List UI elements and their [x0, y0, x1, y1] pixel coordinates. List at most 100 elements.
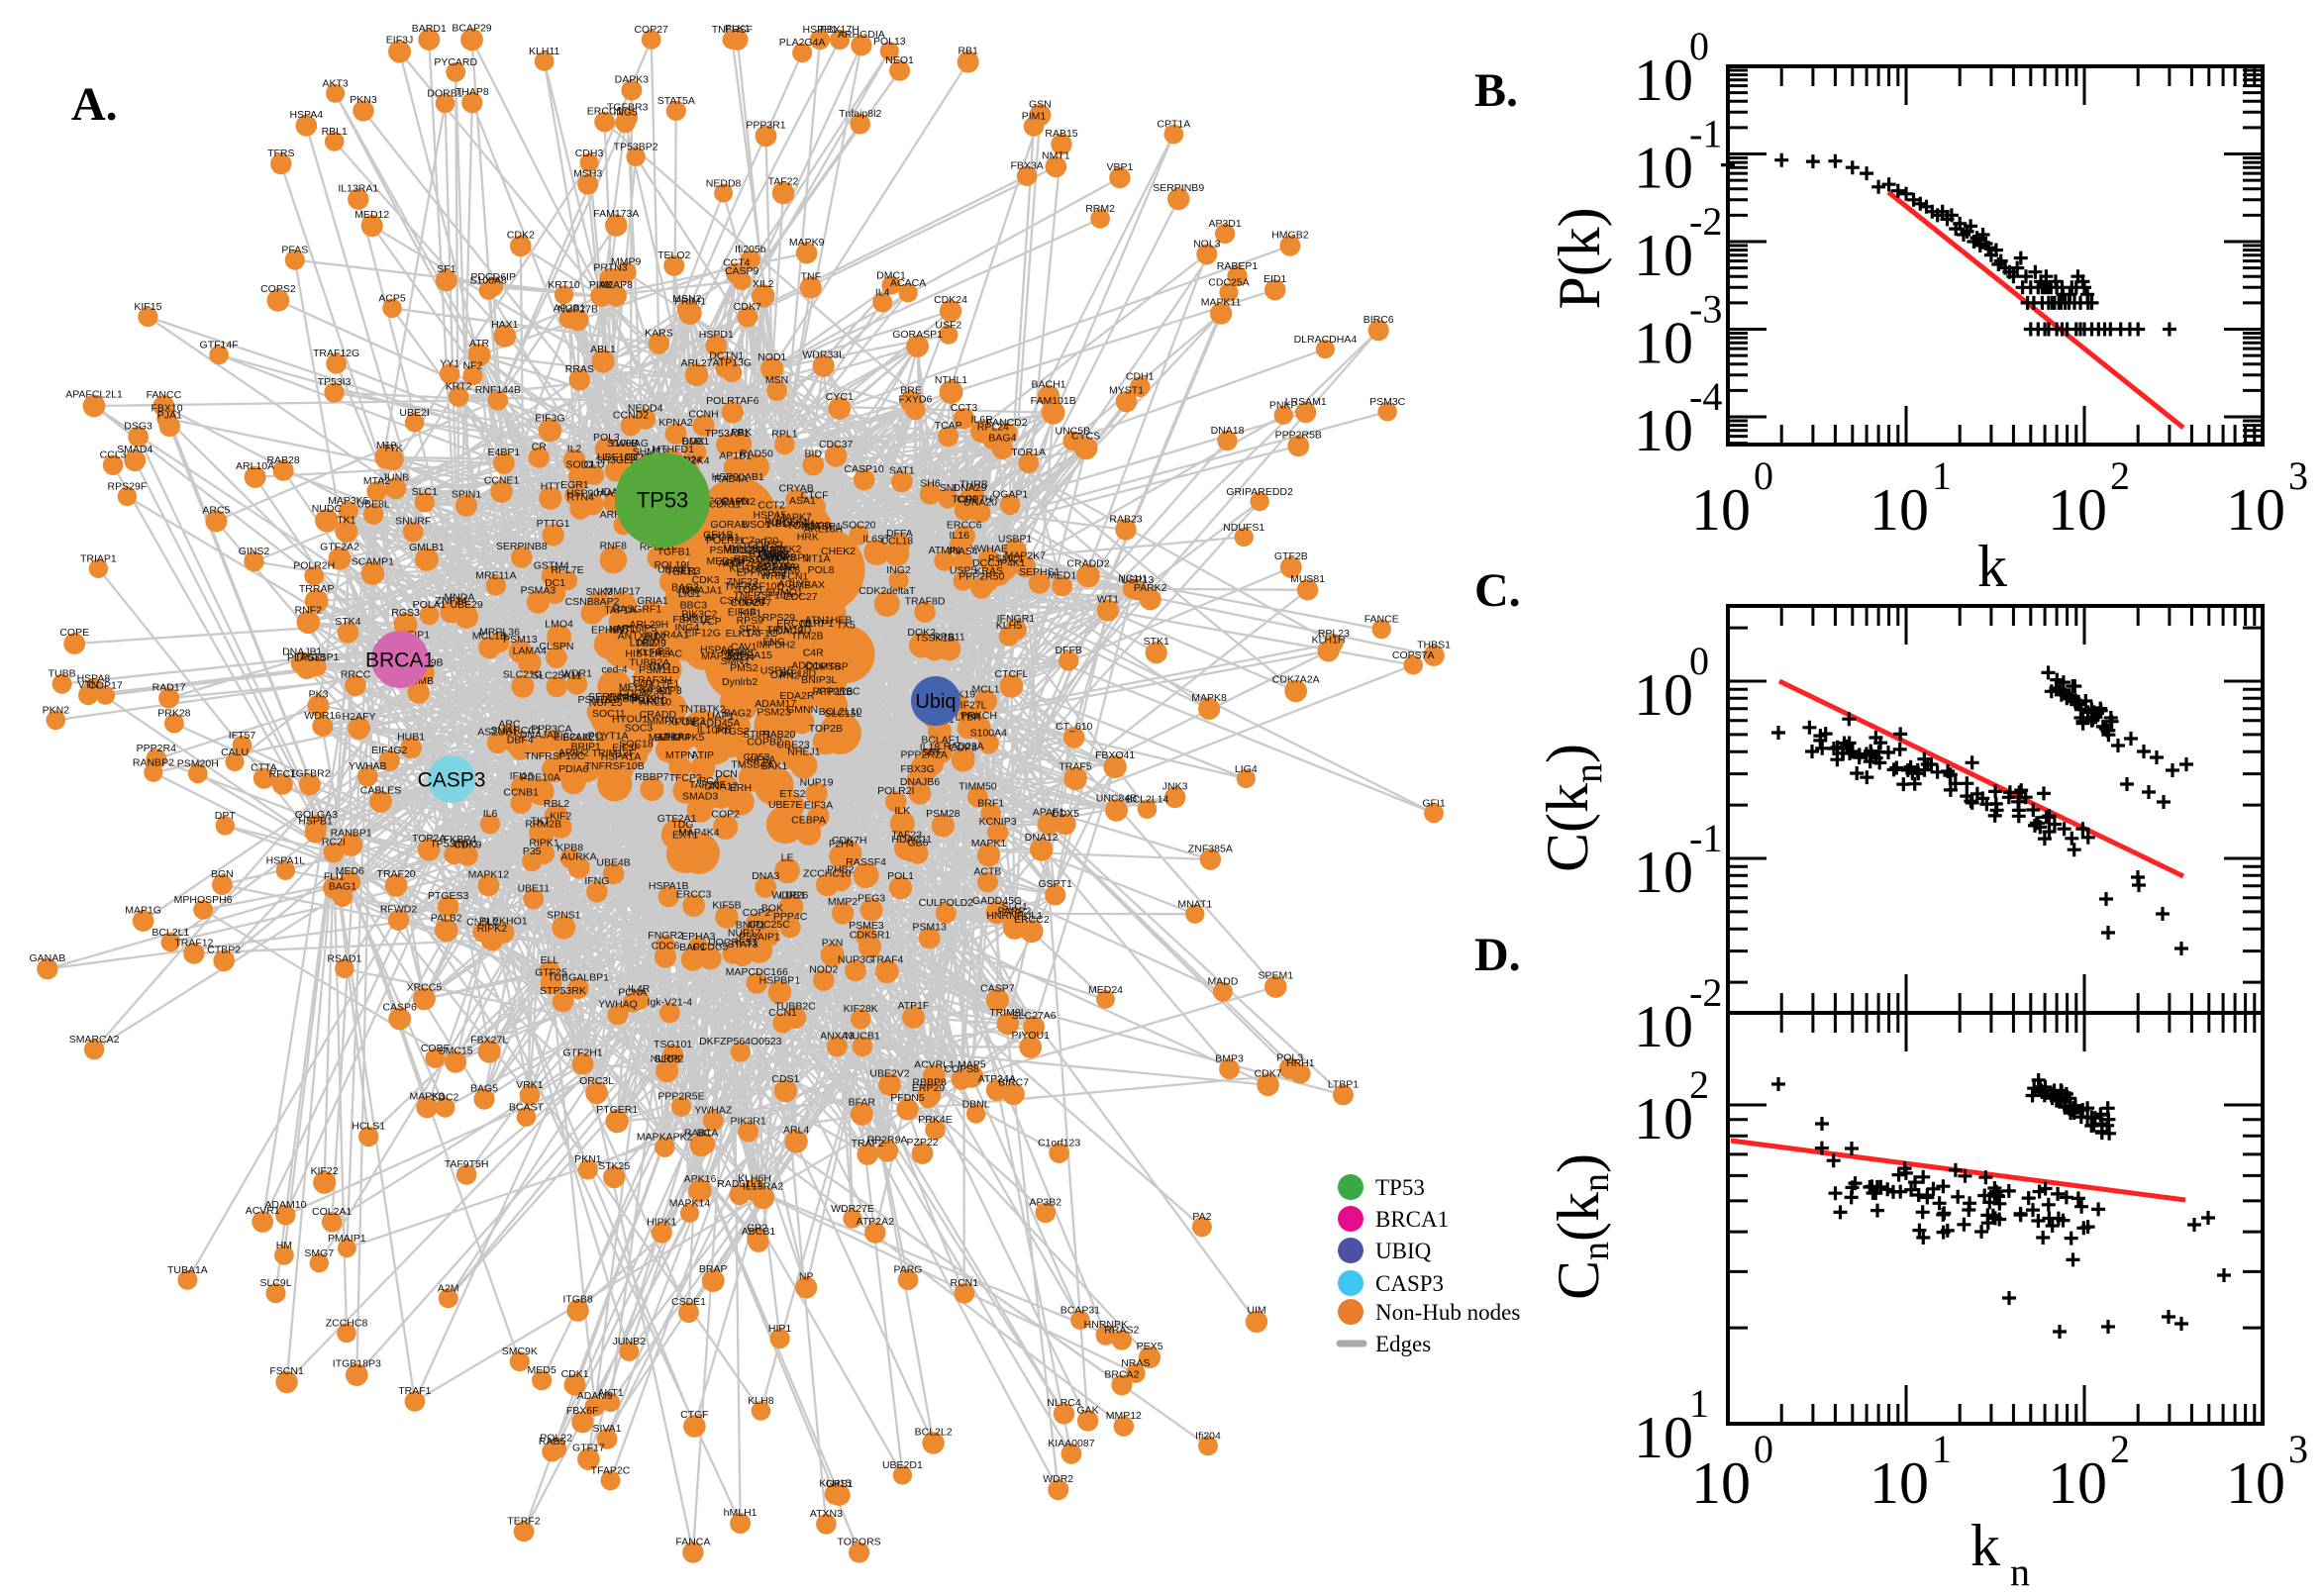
svg-text:IL18: IL18 — [920, 742, 941, 753]
svg-text:TP53INP1: TP53INP1 — [430, 839, 478, 850]
svg-text:HDAC9: HDAC9 — [768, 626, 804, 638]
svg-text:2: 2 — [1689, 1062, 1709, 1107]
svg-text:TRAF5: TRAF5 — [1059, 761, 1091, 773]
svg-text:NUP27B: NUP27B — [557, 304, 598, 316]
svg-text:GORAB: GORAB — [710, 519, 748, 531]
svg-text:LTBP4: LTBP4 — [659, 732, 690, 744]
svg-text:PALB2: PALB2 — [431, 913, 462, 925]
svg-text:MAPK3: MAPK3 — [409, 1091, 445, 1103]
svg-text:Igk-V21-4: Igk-V21-4 — [648, 997, 693, 1009]
svg-text:CDK7: CDK7 — [1255, 1068, 1282, 1080]
svg-text:BCL2L10: BCL2L10 — [819, 706, 862, 718]
svg-text:RRAS2: RRAS2 — [1104, 1324, 1139, 1336]
svg-text:RAD50: RAD50 — [740, 448, 773, 459]
svg-text:DBNL: DBNL — [962, 1098, 990, 1110]
svg-text:ARL4: ARL4 — [783, 1124, 809, 1136]
svg-text:PIYOU1: PIYOU1 — [1011, 1030, 1050, 1042]
svg-text:IL13RA1: IL13RA1 — [338, 183, 378, 195]
svg-text:KLH15: KLH15 — [819, 1477, 851, 1489]
svg-text:TGFBR2: TGFBR2 — [289, 768, 331, 780]
svg-text:TRIM9: TRIM9 — [635, 638, 666, 649]
svg-text:SNI: SNI — [940, 482, 958, 494]
svg-text:10: 10 — [1869, 1450, 1929, 1516]
svg-text:BRCA2: BRCA2 — [1104, 1369, 1139, 1381]
svg-text:RAB4A: RAB4A — [714, 473, 748, 485]
svg-text:UNC5B: UNC5B — [1056, 425, 1091, 437]
svg-text:BAG3: BAG3 — [671, 582, 699, 594]
svg-text:ARL6IP5: ARL6IP5 — [615, 623, 656, 635]
svg-text:HIP1: HIP1 — [768, 1323, 792, 1335]
svg-text:PTGER1: PTGER1 — [596, 1104, 638, 1116]
svg-text:CLU: CLU — [584, 459, 605, 471]
svg-text:k: k — [1970, 1513, 2000, 1578]
svg-text:HUB1: HUB1 — [397, 731, 425, 743]
svg-text:DNAJB1: DNAJB1 — [282, 646, 322, 657]
svg-text:SMC15: SMC15 — [439, 1046, 473, 1057]
svg-text:RAB28: RAB28 — [266, 454, 299, 466]
svg-text:RPS7E: RPS7E — [757, 561, 790, 573]
svg-text:CYCS: CYCS — [1071, 431, 1100, 443]
svg-text:PARG: PARG — [894, 1263, 923, 1275]
svg-text:NEDD4: NEDD4 — [628, 402, 663, 414]
svg-text:COP2: COP2 — [711, 809, 740, 821]
svg-text:NP: NP — [799, 1270, 814, 1282]
svg-text:MNAT1: MNAT1 — [1177, 899, 1212, 911]
svg-text:HTATIP2: HTATIP2 — [749, 549, 790, 560]
svg-text:TP53BP1: TP53BP1 — [295, 651, 340, 663]
svg-text:KIF22: KIF22 — [311, 1165, 339, 1177]
svg-text:PPP2R5C: PPP2R5C — [813, 686, 860, 698]
svg-text:HSPA1A: HSPA1A — [601, 751, 642, 763]
svg-text:NF2: NF2 — [462, 359, 482, 371]
svg-text:SH6: SH6 — [920, 477, 941, 489]
svg-text:RGS3: RGS3 — [391, 607, 420, 619]
svg-text:SLC21G: SLC21G — [503, 669, 543, 681]
svg-text:GORASP1: GORASP1 — [892, 329, 943, 341]
svg-text:TUBB2A: TUBB2A — [629, 657, 669, 669]
svg-text:KIF28K: KIF28K — [844, 1003, 878, 1015]
svg-text:C7orf20: C7orf20 — [742, 536, 779, 548]
svg-text:MSN: MSN — [765, 374, 788, 386]
svg-text:PRTN3: PRTN3 — [593, 262, 627, 274]
svg-text:MNDA: MNDA — [444, 592, 474, 604]
svg-text:NLRC4: NLRC4 — [1047, 1397, 1081, 1409]
svg-text:RASSF4: RASSF4 — [846, 856, 886, 868]
svg-text:KLH26F: KLH26F — [729, 563, 767, 575]
svg-text:HDAC11: HDAC11 — [891, 834, 932, 846]
svg-text:USP15: USP15 — [760, 664, 793, 676]
svg-text:XIL2: XIL2 — [753, 278, 774, 290]
svg-text:KPB8: KPB8 — [556, 843, 583, 854]
svg-text:MAPK14: MAPK14 — [669, 1198, 711, 1210]
svg-text:COP2: COP2 — [743, 907, 771, 919]
svg-text:PEA15: PEA15 — [740, 649, 772, 661]
svg-text:IER3: IER3 — [677, 565, 701, 577]
svg-text:PDE10A: PDE10A — [521, 772, 560, 784]
svg-text:POL1: POL1 — [887, 870, 914, 882]
svg-text:EIF4G2: EIF4G2 — [371, 745, 407, 756]
svg-text:ATP2A2: ATP2A2 — [857, 1216, 894, 1228]
svg-text:RC2I: RC2I — [322, 837, 346, 848]
svg-text:10: 10 — [1634, 398, 1693, 463]
svg-text:BRF1: BRF1 — [977, 797, 1004, 809]
svg-text:10: 10 — [1634, 994, 1693, 1059]
svg-text:SNURF: SNURF — [395, 516, 431, 528]
svg-text:HSPA1B: HSPA1B — [649, 880, 689, 892]
svg-text:DDB1: DDB1 — [681, 436, 709, 448]
svg-text:PDCD6IP: PDCD6IP — [470, 271, 516, 283]
svg-text:KB1: KB1 — [768, 518, 788, 530]
svg-text:10: 10 — [1634, 840, 1693, 905]
svg-text:BCL2L1: BCL2L1 — [152, 927, 189, 939]
svg-text:GTF2A2: GTF2A2 — [320, 542, 359, 553]
svg-text:PRK4E: PRK4E — [918, 1114, 952, 1126]
svg-text:DOK2: DOK2 — [907, 627, 936, 639]
svg-text:RAB23: RAB23 — [1109, 513, 1142, 525]
svg-text:EIF4B: EIF4B — [728, 607, 757, 619]
svg-text:ZNF24: ZNF24 — [436, 595, 467, 607]
svg-text:10: 10 — [1634, 1086, 1693, 1151]
svg-text:H2AFY: H2AFY — [343, 711, 376, 723]
svg-text:TRAF3H: TRAF3H — [632, 674, 672, 686]
svg-text:k: k — [1977, 534, 2007, 599]
svg-text:SMARCA2: SMARCA2 — [69, 1034, 120, 1046]
svg-text:RPS29: RPS29 — [762, 612, 795, 624]
svg-text:HSP90AB1: HSP90AB1 — [712, 471, 764, 483]
svg-text:RP2R9A: RP2R9A — [867, 1134, 908, 1146]
